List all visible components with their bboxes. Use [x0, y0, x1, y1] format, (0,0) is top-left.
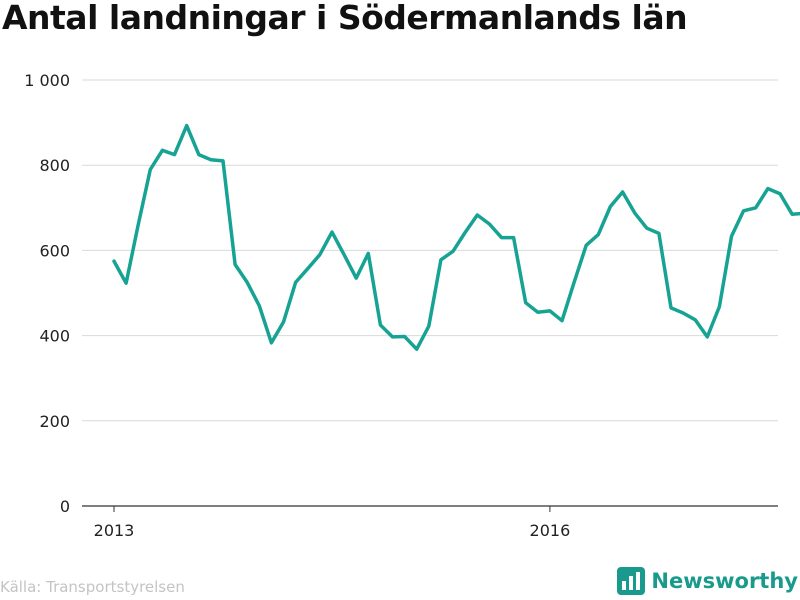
- source-note: Källa: Transportstyrelsen: [0, 578, 185, 596]
- y-axis-tick-labels: 0 200 400 600 800 1 000: [24, 71, 70, 516]
- gridlines: [82, 79, 778, 507]
- brand-name: Newsworthy: [651, 569, 798, 593]
- chart-title: Antal landningar i Södermanlands län: [2, 0, 688, 37]
- y-tick-label: 800: [39, 156, 70, 175]
- y-tick-label: 400: [39, 327, 70, 346]
- y-tick-label: 0: [60, 497, 70, 516]
- brand-logo: Newsworthy: [617, 567, 798, 595]
- x-tick-label: 2013: [94, 521, 135, 540]
- x-axis: 2013201620192021: [94, 506, 571, 540]
- data-series: [112, 123, 800, 351]
- y-tick-label: 1 000: [24, 71, 70, 90]
- y-tick-label: 600: [39, 241, 70, 260]
- series-line: [112, 123, 800, 351]
- y-tick-label: 200: [39, 412, 70, 431]
- bar-chart-icon: [617, 567, 646, 595]
- x-tick-label: 2016: [530, 521, 571, 540]
